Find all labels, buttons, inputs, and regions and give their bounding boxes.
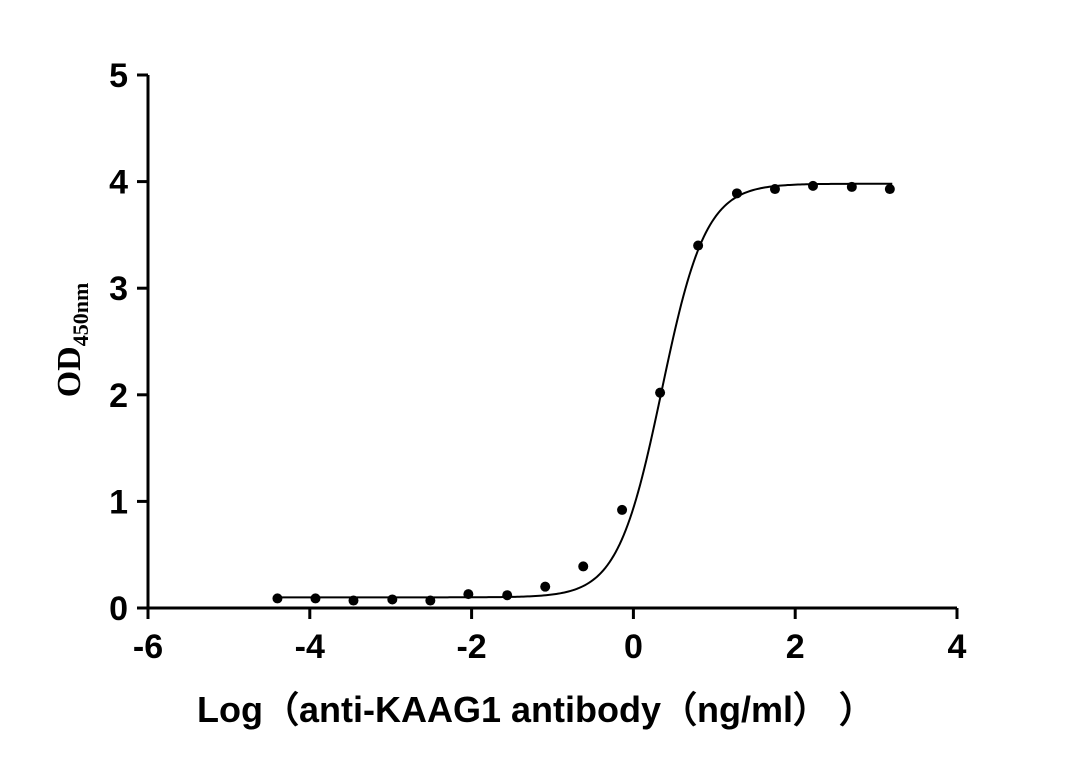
y-tick-label: 4 — [109, 164, 128, 202]
x-axis-label: Log（anti-KAAG1 antibody（ng/ml） ） — [197, 689, 875, 730]
axes: -6 -4 -2 0 2 4 0 1 2 3 4 5 — [109, 57, 966, 666]
x-tick-label: -4 — [295, 628, 325, 666]
data-point — [502, 590, 513, 601]
y-tick-label: 1 — [109, 483, 128, 521]
x-tick-label: 4 — [948, 628, 967, 666]
data-point — [310, 593, 321, 604]
y-axis-label: OD450nm — [51, 283, 93, 398]
data-point — [540, 581, 551, 592]
y-axis-label-subscript: 450nm — [68, 283, 93, 347]
data-point — [387, 594, 398, 605]
y-tick-label: 2 — [109, 377, 128, 415]
data-point — [617, 504, 628, 515]
data-point — [807, 180, 818, 191]
data-point — [769, 184, 780, 195]
x-tick-label: -6 — [133, 628, 163, 666]
data-point — [272, 593, 283, 604]
data-points — [272, 180, 895, 606]
data-point — [884, 184, 895, 195]
y-tick-label: 0 — [109, 590, 128, 628]
x-tick-label: 0 — [624, 628, 643, 666]
data-point — [348, 595, 359, 606]
y-tick-label: 3 — [109, 270, 128, 308]
data-point — [731, 188, 742, 199]
x-tick-label: -2 — [456, 628, 486, 666]
data-point — [693, 240, 704, 251]
data-point — [846, 181, 857, 192]
data-point — [425, 595, 436, 606]
fit-curve — [277, 182, 893, 599]
y-tick-label: 5 — [109, 57, 128, 95]
x-tick-label: 2 — [786, 628, 805, 666]
y-axis-label-main: OD — [51, 346, 88, 397]
data-point — [463, 589, 474, 600]
data-point — [655, 387, 666, 398]
data-point — [578, 561, 589, 572]
